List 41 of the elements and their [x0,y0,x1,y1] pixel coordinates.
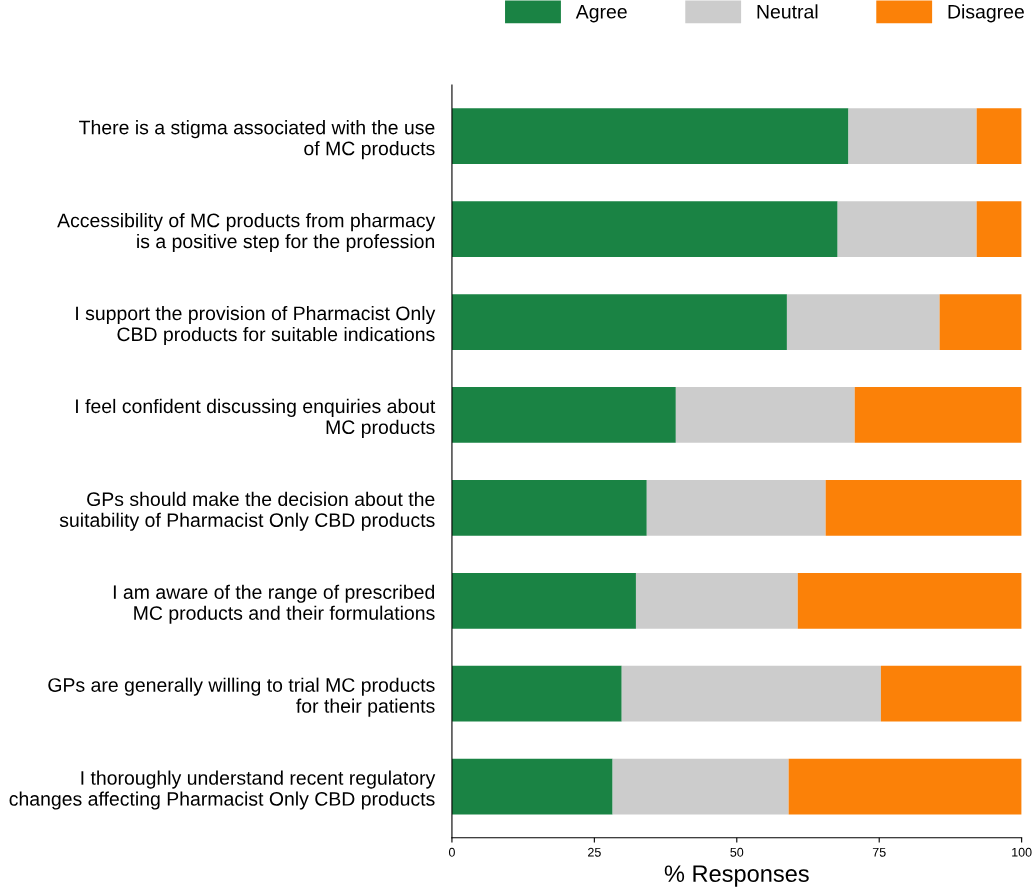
x-tick-label: 0 [448,847,455,857]
y-tick-label: I feel confident discussing enquiries about MC products [76,398,436,438]
y-tick-label: GPs should make the decision about the suitability of Pharmacist Only CBD products [59,491,435,531]
x-axis-title: % Responses [664,865,809,887]
legend-label: Neutral [757,4,818,19]
bar [621,665,881,722]
legend-label: Disagree [948,4,1024,23]
bar [451,480,647,536]
bar [451,201,838,258]
bar [451,665,622,722]
y-tick-label: I thoroughly understand recent regulatory changes affecting Pharmacist Only CBD products [9,770,436,810]
bar [825,480,1022,536]
bar [646,480,826,536]
bar [837,201,977,258]
bar [939,294,1022,350]
bar [976,201,1022,258]
legend-label: Agree [575,5,627,23]
bar [675,387,855,443]
bar [976,108,1022,165]
bar [848,108,977,165]
bar [612,758,789,815]
y-tick-label: GPs are generally willing to trial MC products for their patients [48,677,435,717]
bar [635,572,798,629]
bar [854,387,1022,443]
x-tick-label: 50 [730,847,744,857]
bar [451,572,636,629]
bar [451,108,849,165]
x-tick-label: 100 [1012,847,1032,857]
bar [786,294,940,350]
bar [788,758,1022,815]
bar [451,758,613,815]
y-tick-label: I am aware of the range of prescribed MC products and their formulations [113,584,435,624]
bar [451,294,787,350]
x-tick-label: 25 [588,847,601,857]
x-tick-label: 75 [872,847,886,857]
y-tick-label: I support the provision of Pharmacist Only CBD products for suitable indications [76,305,436,346]
bar [880,665,1022,722]
bar [797,572,1022,629]
y-tick-label: There is a stigma associated with the use of MC products [79,120,435,160]
y-tick-label: Accessibility of MC products from pharmacy is a positive step for the profession [57,213,436,253]
bar [451,387,676,443]
